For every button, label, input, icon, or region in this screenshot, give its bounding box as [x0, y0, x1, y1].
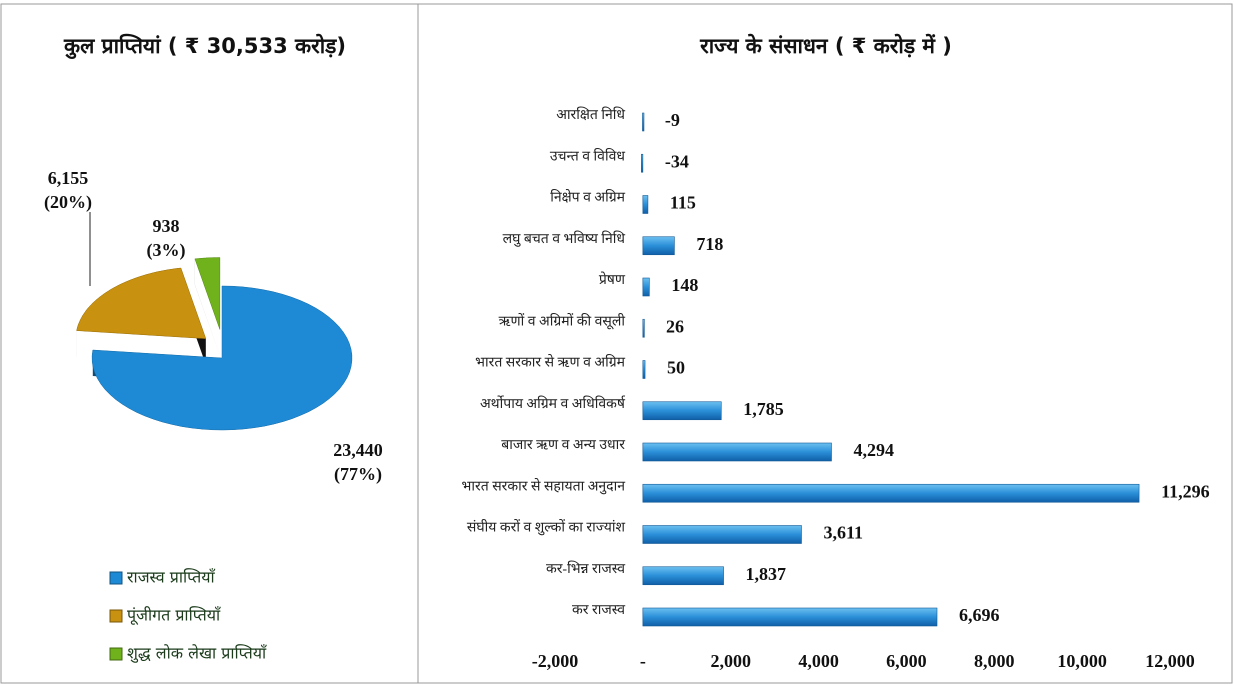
y-tick-label: भारत सरकार से ऋण व अग्रिम: [475, 354, 625, 371]
y-tick-label: आरक्षित निधि: [556, 106, 625, 123]
pie-percent-label: (77%): [334, 464, 382, 485]
x-tick-label: -2,000: [532, 651, 579, 671]
bar: [642, 525, 802, 544]
bar: [642, 236, 675, 256]
bar: [642, 112, 645, 132]
y-tick-label: ऋणों व अग्रिमों की वसूली: [499, 312, 626, 329]
legend-swatch: [109, 571, 123, 585]
bar: [642, 566, 724, 586]
legend-swatch: [109, 647, 123, 661]
x-tick-label: 10,000: [1057, 651, 1107, 671]
x-tick-label: 2,000: [710, 651, 751, 671]
bar-value-label: -34: [665, 151, 689, 171]
bar-value-label: 1,837: [746, 564, 787, 584]
y-tick-label: उचन्त व विविध: [550, 147, 625, 164]
bar-title: राज्य के संसाधन ( ₹ करोड़ में ): [699, 33, 952, 58]
bar-value-label: 115: [670, 193, 696, 213]
bar: [642, 360, 646, 379]
pie-title: कुल प्राप्तियां ( ₹ 30,533 करोड़): [63, 33, 346, 60]
bar: [642, 607, 938, 627]
pie-slice: [91, 285, 353, 431]
bar-value-label: 26: [666, 316, 684, 336]
y-tick-label: अर्थोपाय अग्रिम व अधिविकर्ष: [480, 395, 626, 412]
x-tick-label: 6,000: [886, 651, 927, 671]
pie-value-label: 23,440: [333, 440, 383, 460]
frame: [0, 3, 1233, 684]
legend-label: शुद्ध लोक लेखा प्राप्तियाँ: [127, 644, 267, 664]
legend-swatch: [109, 609, 123, 623]
x-tick-label: -: [640, 651, 646, 671]
legend-label: पूंजीगत प्राप्तियाँ: [127, 606, 221, 626]
y-tick-label: प्रेषण: [599, 271, 626, 288]
legend-label: राजस्व प्राप्तियाँ: [127, 568, 216, 587]
bar-value-label: 6,696: [959, 605, 1000, 625]
bar-value-label: -9: [665, 110, 680, 130]
bar-value-label: 718: [696, 234, 723, 254]
bar-value-label: 1,785: [743, 399, 784, 419]
bar-value-label: 4,294: [853, 440, 894, 460]
y-tick-label: भारत सरकार से सहायता अनुदान: [462, 477, 626, 494]
pie-slice: [76, 267, 207, 339]
bar-value-label: 3,611: [823, 523, 863, 543]
bar: [642, 483, 1140, 503]
x-tick-label: 8,000: [974, 651, 1015, 671]
y-tick-label: बाजार ऋण व अन्य उधार: [501, 438, 625, 453]
bar-value-label: 11,296: [1161, 481, 1210, 501]
bar: [642, 195, 649, 214]
bar: [642, 318, 645, 338]
y-tick-label: कर-भिन्न राजस्व: [546, 560, 625, 577]
bar-value-label: 148: [671, 275, 698, 295]
bar: [642, 401, 722, 421]
y-tick-label: संघीय करों व शुल्कों का राज्यांश: [467, 519, 626, 536]
y-tick-label: निक्षेप व अग्रिम: [550, 189, 625, 206]
pie-slice: [194, 257, 221, 330]
bar: [642, 442, 832, 462]
pie-percent-label: (20%): [44, 192, 92, 213]
y-tick-label: कर राजस्व: [572, 603, 625, 618]
pie-value-label: 6,155: [48, 168, 89, 188]
x-tick-label: 12,000: [1145, 651, 1195, 671]
bar: [641, 153, 644, 173]
y-tick-label: लघु बचत व भविष्य निधि: [503, 230, 626, 247]
bar-value-label: 50: [667, 358, 685, 378]
pie-value-label: 938: [153, 216, 180, 236]
bar: [642, 277, 650, 297]
pie-percent-label: (3%): [147, 240, 186, 261]
x-tick-label: 4,000: [798, 651, 839, 671]
